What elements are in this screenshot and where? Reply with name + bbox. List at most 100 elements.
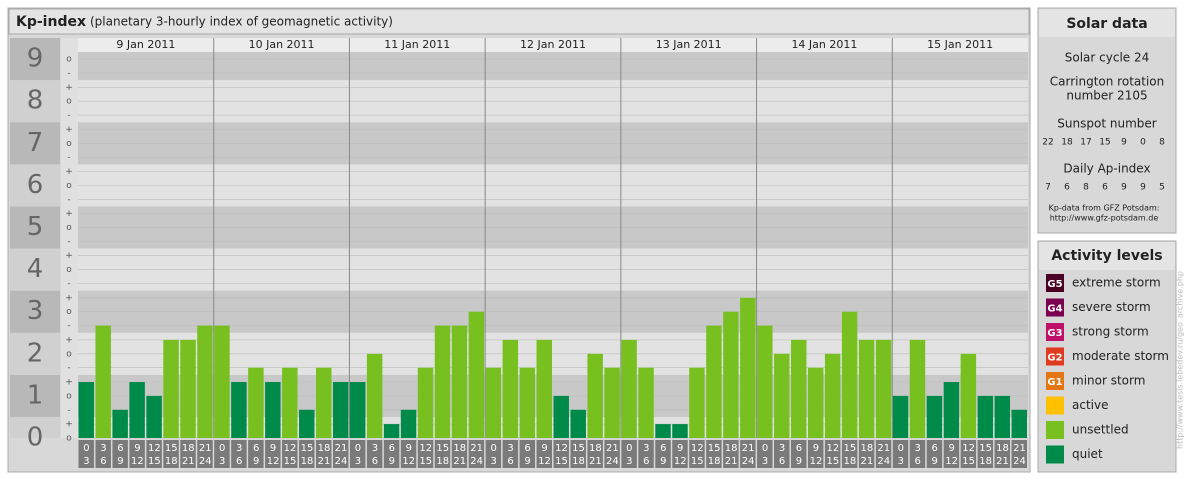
hour-label: 21	[182, 456, 195, 467]
source: Kp-data from GFZ Potsdam:	[1049, 204, 1160, 213]
y-minor-label: o	[66, 97, 72, 107]
hour-label: 6	[236, 456, 242, 467]
hour-label: 24	[877, 456, 890, 467]
hour-label: 6	[253, 443, 259, 454]
hour-label: 15	[301, 443, 314, 454]
sunspot-value: 15	[1099, 138, 1110, 148]
y-minor-label: o	[66, 434, 72, 444]
legend-swatch	[1046, 397, 1064, 415]
hour-label: 0	[219, 443, 225, 454]
hour-label: 3	[898, 456, 904, 467]
bar	[944, 382, 959, 438]
legend-code: G3	[1047, 328, 1062, 339]
y-minor-label: -	[67, 279, 70, 289]
bar	[825, 354, 840, 438]
y-minor-label: -	[67, 111, 70, 121]
ap-value: 8	[1083, 183, 1089, 193]
hour-label: 6	[779, 456, 785, 467]
y-minor-label: o	[66, 307, 72, 317]
y-minor-label: -	[67, 195, 70, 205]
sunspot-value: 22	[1042, 138, 1053, 148]
hour-label: 9	[932, 456, 938, 467]
hour-label: 3	[490, 456, 496, 467]
bar	[180, 340, 195, 438]
y-minor-label: -	[67, 363, 70, 373]
bar	[791, 340, 806, 438]
hour-label: 18	[844, 456, 857, 467]
bar	[95, 326, 110, 438]
hour-label: 15	[844, 443, 857, 454]
side-url: http://www.tesis.lebedev.ru/geo_archive.…	[1176, 271, 1184, 449]
bar	[774, 354, 789, 438]
legend-label: severe storm	[1072, 300, 1151, 314]
hour-label: 6	[643, 456, 649, 467]
hour-label: 3	[779, 443, 785, 454]
y-minor-label: +	[65, 83, 73, 93]
hour-label: 6	[372, 456, 378, 467]
ap-value: 9	[1121, 183, 1127, 193]
legend-label: active	[1072, 398, 1108, 412]
sunspot-value: 8	[1159, 138, 1165, 148]
legend-label: unsettled	[1072, 423, 1129, 437]
bar	[231, 382, 246, 438]
hour-label: 12	[945, 456, 958, 467]
hour-label: 12	[555, 443, 568, 454]
hour-label: 9	[541, 443, 547, 454]
hour-label: 21	[725, 456, 738, 467]
hour-label: 6	[660, 443, 666, 454]
legend-swatch	[1046, 421, 1064, 439]
hour-label: 21	[1013, 443, 1026, 454]
y-minor-label: +	[65, 335, 73, 345]
ap-value: 7	[1045, 183, 1051, 193]
hour-label: 3	[915, 443, 921, 454]
hour-label: 18	[165, 456, 178, 467]
y-minor-label: -	[67, 405, 70, 415]
bar	[146, 396, 161, 438]
hour-label: 9	[524, 456, 530, 467]
hour-label: 3	[372, 443, 378, 454]
hour-label: 3	[100, 443, 106, 454]
hour-label: 6	[524, 443, 530, 454]
bar	[723, 312, 738, 438]
hour-label: 24	[1013, 456, 1026, 467]
y-tick-label: 6	[27, 170, 44, 200]
hour-label: 15	[419, 456, 432, 467]
bar	[384, 424, 399, 438]
hour-label: 0	[355, 443, 361, 454]
hour-label: 6	[796, 443, 802, 454]
hour-label: 15	[436, 443, 449, 454]
bar	[1012, 410, 1027, 438]
bar	[214, 326, 229, 438]
bar	[587, 354, 602, 438]
bar	[740, 298, 755, 438]
hour-label: 9	[406, 443, 412, 454]
hour-label: 15	[691, 456, 704, 467]
bar	[689, 368, 704, 438]
bar	[452, 326, 467, 438]
hour-label: 18	[572, 456, 585, 467]
hour-label: 9	[134, 443, 140, 454]
hour-label: 21	[996, 456, 1009, 467]
hour-label: 12	[402, 456, 415, 467]
bar	[197, 326, 212, 438]
legend-code: G5	[1047, 279, 1062, 290]
hour-label: 9	[813, 443, 819, 454]
bar	[995, 396, 1010, 438]
legend-label: quiet	[1072, 447, 1103, 461]
hour-label: 15	[827, 456, 840, 467]
y-tick-label: 8	[27, 86, 44, 116]
hour-label: 15	[708, 443, 721, 454]
day-label: 14 Jan 2011	[791, 38, 857, 51]
solar-title: Solar data	[1066, 16, 1147, 32]
hour-label: 12	[419, 443, 432, 454]
bar	[706, 326, 721, 438]
hour-label: 18	[301, 456, 314, 467]
hour-label: 9	[677, 443, 683, 454]
bar	[757, 326, 772, 438]
legend-code: G1	[1047, 377, 1062, 388]
hour-label: 21	[589, 456, 602, 467]
y-minor-label: +	[65, 378, 73, 388]
source: http://www.gfz-potsdam.de	[1050, 214, 1159, 223]
ap-value: 6	[1064, 183, 1070, 193]
